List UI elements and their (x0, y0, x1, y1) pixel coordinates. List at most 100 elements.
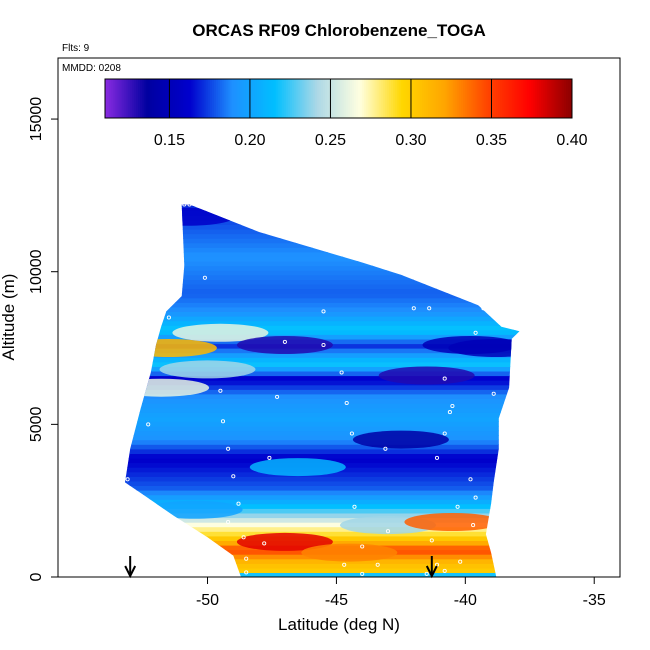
colorbar-cell (301, 79, 304, 118)
colorbar-cell (297, 79, 301, 118)
colorbar-cell (402, 79, 406, 118)
arrow-start-head (124, 565, 137, 579)
colorbar-cell (285, 79, 289, 118)
colorbar-cell (340, 79, 343, 118)
field-band (125, 224, 520, 230)
colorbar-cell (412, 79, 415, 118)
colorbar-cell (178, 79, 182, 118)
colorbar-cell (258, 79, 262, 118)
colorbar-cell (513, 79, 517, 118)
colorbar-cell (511, 79, 515, 118)
colorbar-cell (459, 79, 462, 118)
colorbar-cell (536, 79, 540, 118)
colorbar-cell (268, 79, 271, 118)
colorbar-cell (243, 79, 246, 118)
colorbar-cell (241, 79, 244, 118)
colorbar-cell (223, 79, 227, 118)
colorbar-cell (357, 79, 361, 118)
colorbar-cell (550, 79, 554, 118)
field-band (125, 297, 520, 303)
colorbar-cell (315, 79, 318, 118)
sample-point (473, 330, 478, 335)
colorbar-cell (377, 79, 380, 118)
colorbar-cell (556, 79, 559, 118)
colorbar-cell (398, 79, 402, 118)
colorbar-cell (350, 79, 353, 118)
colorbar-cell (373, 79, 376, 118)
y-tick-label: 10000 (28, 249, 45, 294)
colorbar-cell (365, 79, 369, 118)
colorbar-cell (538, 79, 542, 118)
colorbar-cell (379, 79, 382, 118)
sample-point (220, 419, 226, 424)
colorbar-cell (217, 79, 221, 118)
colorbar-cell (202, 79, 205, 118)
colorbar-cell (188, 79, 192, 118)
field-band (125, 233, 520, 239)
colorbar-tick-label: 0.15 (154, 132, 185, 149)
colorbar-cell (229, 79, 232, 118)
colorbar-cell (463, 79, 466, 118)
field-band (125, 563, 520, 569)
field-band (125, 329, 520, 335)
field-band (125, 306, 520, 312)
colorbar-cell (505, 79, 509, 118)
colorbar-cell (284, 79, 287, 118)
field-patch (138, 207, 235, 226)
colorbar-cell (346, 79, 349, 118)
colorbar-cell (570, 79, 573, 118)
y-tick-label: 0 (28, 572, 45, 581)
colorbar-cell (433, 79, 437, 118)
colorbar-cell (169, 79, 172, 118)
colorbar-cell (186, 79, 190, 118)
colorbar-cell (447, 79, 450, 118)
arrow-end-head (425, 565, 438, 579)
concentration-field (125, 204, 520, 577)
x-axis: -50 -45 -40 -35 (196, 577, 606, 609)
field-band (125, 238, 520, 244)
colorbar-cell (420, 79, 423, 118)
colorbar-cell (196, 79, 199, 118)
field-band (125, 480, 520, 486)
colorbar-cell (317, 79, 320, 118)
sample-point (442, 568, 447, 573)
colorbar-cell (307, 79, 310, 118)
field-band (125, 398, 520, 404)
colorbar-cell (359, 79, 363, 118)
sample-point (447, 410, 452, 415)
sample-point (231, 474, 236, 479)
colorbar-cell (544, 79, 548, 118)
colorbar-cell (445, 79, 448, 118)
colorbar-cell (334, 79, 338, 118)
field-band (125, 206, 520, 212)
sample-markers (125, 202, 496, 576)
field-band (125, 444, 520, 450)
sample-point (244, 570, 249, 575)
colorbar-cell (262, 79, 266, 118)
field-band (125, 325, 520, 331)
colorbar-cell (535, 79, 538, 118)
field-band (125, 265, 520, 271)
colorbar-cell (451, 79, 454, 118)
colorbar-cell (247, 79, 250, 118)
field-patch (352, 430, 449, 449)
colorbar-cell (449, 79, 452, 118)
colorbar-cell (422, 79, 425, 118)
colorbar-cell (369, 79, 373, 118)
colorbar-cell (192, 79, 196, 118)
colorbar-cell (260, 79, 264, 118)
field-band (125, 361, 520, 367)
colorbar-cell (145, 79, 149, 118)
colorbar-cell (175, 79, 178, 118)
colorbar-cell (484, 79, 487, 118)
field-band (125, 535, 520, 541)
colorbar-cell (219, 79, 223, 118)
colorbar-cell (190, 79, 194, 118)
field-band (125, 499, 520, 505)
sample-point (429, 538, 434, 543)
colorbar-tick-label: 0.25 (315, 132, 346, 149)
colorbar-cell (348, 79, 351, 118)
field-band (125, 416, 520, 422)
field-band (125, 338, 520, 345)
field-band (125, 311, 520, 317)
